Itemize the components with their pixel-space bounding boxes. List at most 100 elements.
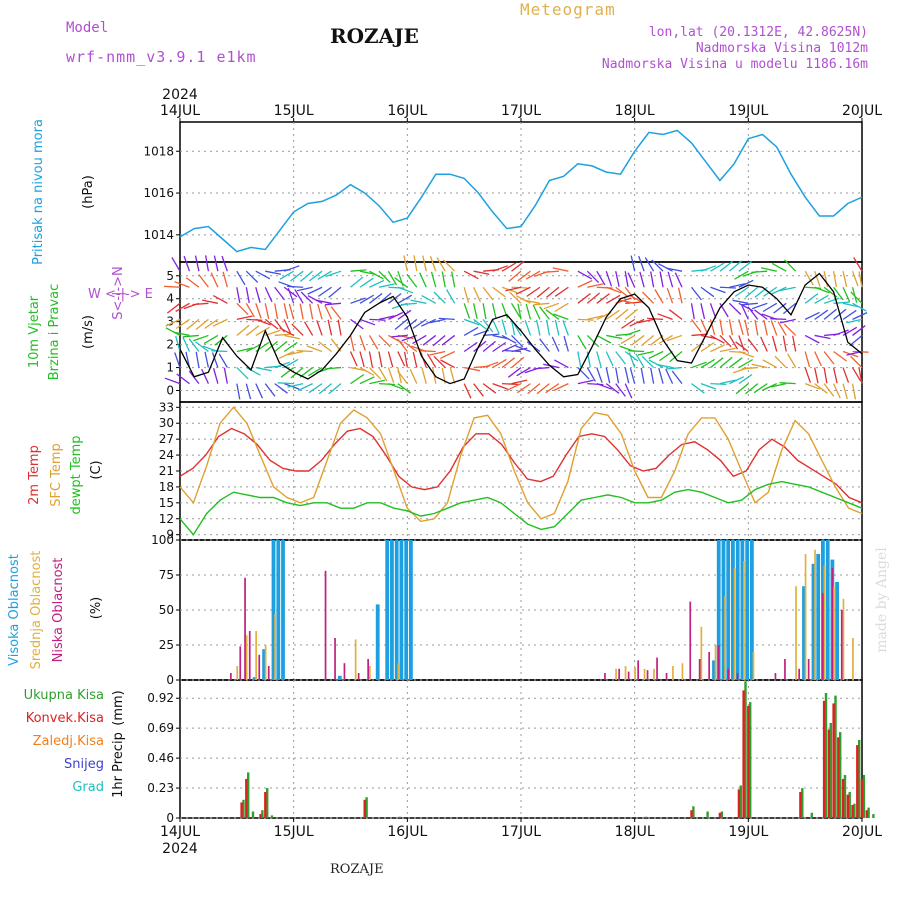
date-label-top: 19JUL <box>728 103 768 119</box>
wind-arrow <box>709 303 717 319</box>
wind-arrow <box>446 289 456 304</box>
panel-frame-5 <box>179 679 863 819</box>
wind-arrow <box>677 287 683 304</box>
wind-arrow <box>412 351 418 368</box>
wind-arrow <box>440 350 455 359</box>
cloud-legend-low: Niska Oblacnost <box>51 558 66 663</box>
wind-arrow <box>782 302 797 315</box>
cloud-bar <box>656 657 658 680</box>
cloud-bar <box>740 540 745 680</box>
cloud-bar <box>397 663 400 680</box>
wind-arrow <box>729 376 745 385</box>
wind-arrow <box>741 366 758 370</box>
wind-arrow <box>823 383 835 397</box>
wind-arrow <box>586 334 600 348</box>
wind-arrow <box>309 270 323 282</box>
wind-arrow <box>577 318 594 321</box>
wind-arrow <box>173 331 190 337</box>
wind-arrow <box>596 351 602 368</box>
wind-arrow <box>328 286 342 298</box>
wind-arrow <box>596 367 603 383</box>
wind-arrow <box>563 335 569 352</box>
y-tick-label: 9 <box>166 528 174 542</box>
wind-arrow <box>691 333 708 337</box>
precip-bar <box>739 785 742 818</box>
wind-arrow <box>201 368 210 384</box>
wind-arrow <box>378 270 391 283</box>
cloud-bar <box>842 598 845 680</box>
wind-arrow <box>666 366 683 370</box>
wind-arrow <box>671 370 683 385</box>
precip-bar <box>810 812 813 818</box>
model-name: wrf-nmm_v3.9.1 e1km <box>66 48 257 66</box>
wind-arrow <box>814 351 822 367</box>
wind-arrow <box>577 351 582 368</box>
wind-arrow <box>463 270 479 280</box>
wind-arrow <box>728 260 743 272</box>
wind-arrow <box>290 367 304 379</box>
wind-arrow <box>638 255 645 272</box>
wind-arrow <box>700 286 715 298</box>
wind-arrow <box>658 334 673 345</box>
y-tick-label: 75 <box>159 568 174 582</box>
wind-arrow <box>754 319 759 336</box>
wind-arrow <box>738 260 752 272</box>
wind-arrow <box>596 270 606 286</box>
wind-arrow <box>536 383 550 395</box>
wind-arrow <box>770 318 787 321</box>
y-tick-label: 0.46 <box>147 751 174 765</box>
wind-arrow <box>691 383 705 394</box>
wind-arrow <box>406 274 418 288</box>
wind-arrow <box>779 382 796 385</box>
wind-arrow <box>658 368 664 384</box>
wind-arrow <box>198 274 209 288</box>
wind-arrow <box>751 363 768 369</box>
y-tick-label: 0.69 <box>147 721 174 735</box>
wind-arrow <box>641 291 655 304</box>
wind-arrow <box>700 265 717 272</box>
wind-arrow <box>264 303 270 320</box>
wind-arrow <box>303 321 314 336</box>
wind-arrow <box>763 286 778 297</box>
wind-arrow <box>433 291 446 304</box>
precip-bar <box>706 811 709 818</box>
wind-arrow <box>650 271 655 288</box>
wind-arrow <box>492 341 507 353</box>
wind-arrow <box>213 255 219 272</box>
wind-arrow <box>463 318 480 326</box>
wind-arrow <box>245 270 259 283</box>
precip-bar <box>872 814 875 818</box>
precip-bar <box>860 778 864 818</box>
wind-arrow <box>763 319 768 336</box>
wind-arrow <box>690 286 702 301</box>
wind-arrow <box>236 287 241 304</box>
wind-arrow <box>359 335 366 351</box>
wind-arrow <box>535 319 541 336</box>
wind-arrow <box>432 367 437 384</box>
wind-arrow <box>491 319 500 335</box>
wind-arrow <box>738 279 754 288</box>
wind-arrow <box>387 351 394 368</box>
wind-arrow <box>195 318 209 331</box>
wind-arrow <box>473 318 487 330</box>
wind-arrow <box>738 350 755 358</box>
wind-arrow <box>290 270 304 282</box>
wind-arrow <box>719 356 733 369</box>
wind-arrow <box>624 367 630 384</box>
wind-arrow <box>842 383 848 400</box>
precip-bar <box>240 802 243 818</box>
y-tick-label: 3 <box>166 315 174 329</box>
wind-arrow <box>350 276 364 288</box>
wind-arrow <box>369 279 385 288</box>
wind-arrow <box>492 334 509 340</box>
wind-arrow <box>577 279 593 288</box>
precip-bar <box>690 810 693 818</box>
wind-arrow <box>728 302 742 315</box>
wind-arrow <box>710 382 727 386</box>
wind-arrow <box>510 319 516 336</box>
wind-arrow <box>429 255 437 272</box>
wind-arrow <box>492 358 507 369</box>
wind-arrow <box>754 309 768 320</box>
wind-arrow <box>236 270 246 286</box>
